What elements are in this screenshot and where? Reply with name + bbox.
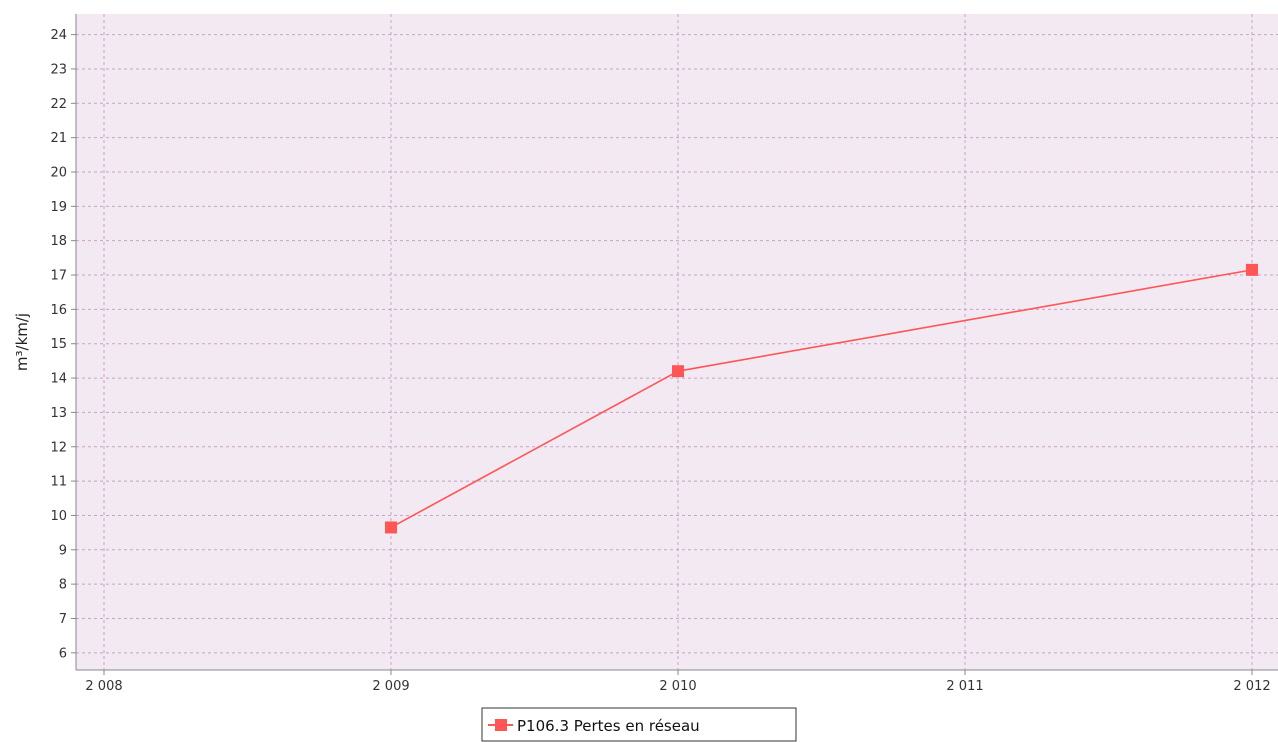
legend-label: P106.3 Pertes en réseau [517,717,700,735]
legend-box [481,707,797,742]
y-tick-label: 23 [50,62,67,77]
y-axis-title: m³/km/j [13,313,31,371]
y-tick-label: 12 [50,440,67,455]
data-point [672,365,684,378]
data-point [1246,263,1258,276]
y-tick-label: 22 [50,97,67,112]
legend: P106.3 Pertes en réseau [481,707,797,742]
y-tick-label: 11 [50,475,67,490]
y-tick-label: 14 [50,372,67,387]
x-tick-label: 2 011 [946,679,983,694]
x-tick-label: 2 008 [85,679,122,694]
data-point [385,521,397,534]
grid [76,14,1278,670]
y-tick-label: 6 [59,646,67,661]
y-tick-label: 17 [50,269,67,284]
y-tick-label: 21 [50,131,67,146]
y-tick-label: 19 [50,200,67,215]
legend-marker-swatch [495,719,507,731]
y-tick-label: 8 [59,578,67,593]
y-tick-label: 18 [50,234,67,249]
y-axis-ticks: 6 7 8 9 10 11 12 13 14 15 16 17 18 19 20 21 22 23 24 [50,28,76,661]
y-tick-label: 13 [50,406,67,421]
y-tick-label: 20 [50,165,67,180]
y-tick-label: 24 [50,28,67,43]
y-tick-label: 16 [50,303,67,318]
x-tick-label: 2 012 [1233,679,1270,694]
plot-area [76,14,1278,670]
y-tick-label: 10 [50,509,67,524]
x-tick-label: 2 010 [659,679,696,694]
y-tick-label: 9 [59,543,67,558]
x-tick-label: 2 009 [372,679,409,694]
y-tick-label: 7 [59,612,67,627]
y-tick-label: 15 [50,337,67,352]
x-axis-ticks: 2 008 2 009 2 010 2 011 2 012 [85,670,1271,694]
series-layer [385,263,1258,534]
